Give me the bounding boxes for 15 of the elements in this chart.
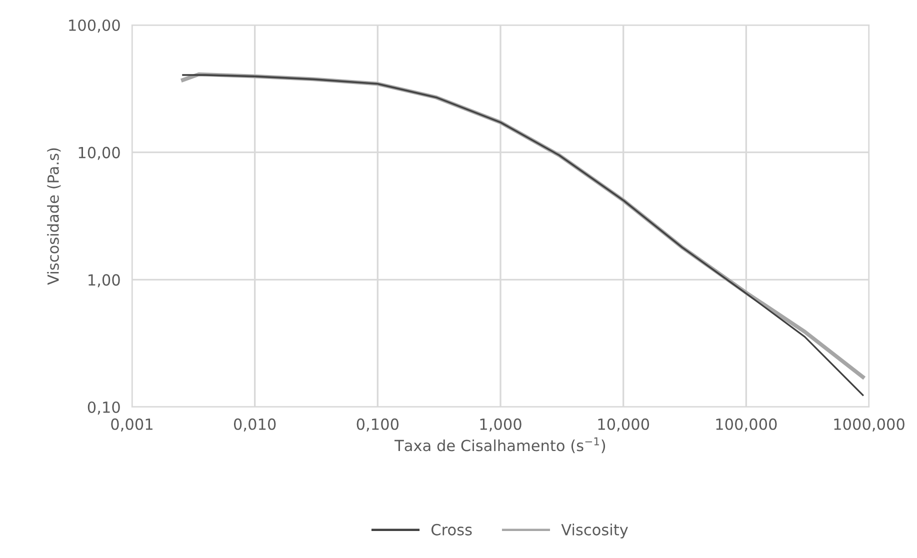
x-tick-label: 0,001 xyxy=(111,418,152,432)
legend-label: Cross xyxy=(431,524,472,536)
x-tick-label: 100,000 xyxy=(716,418,777,432)
x-tick-label: 10,000 xyxy=(598,418,650,432)
legend-label: Viscosity xyxy=(561,524,628,538)
x-tick-label: 0,100 xyxy=(356,418,399,432)
x-tick-label: 1,000 xyxy=(480,418,522,432)
x-tick-label: 1000,000 xyxy=(834,418,904,432)
y-tick-label: 1,00 xyxy=(88,274,120,288)
y-axis-title: Viscosidade (Pa.s) xyxy=(47,148,61,285)
y-tick-label: 10,00 xyxy=(78,146,120,160)
y-tick-label: 0,10 xyxy=(88,401,120,415)
y-tick-label: 100,00 xyxy=(69,19,120,33)
x-tick-label: 0,010 xyxy=(234,418,276,432)
x-axis-title: Taxa de Cisalhamento (s$^{−1}$) xyxy=(394,437,606,454)
